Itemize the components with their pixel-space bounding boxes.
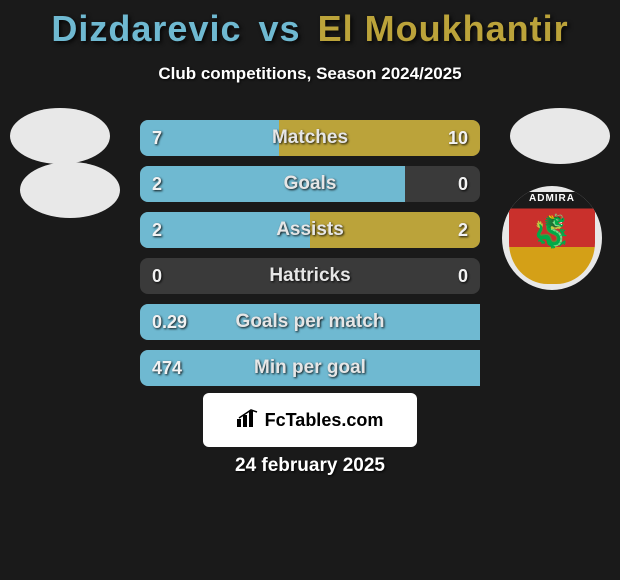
page-title: Dizdarevic vs El Moukhantir (0, 0, 620, 50)
chart-icon (237, 409, 259, 432)
bar-row: 00Hattricks (140, 258, 480, 294)
comparison-bars: 710Matches 20Goals 22Assists 00Hattricks 0.2… (140, 120, 480, 396)
player-right-avatar (510, 108, 610, 164)
bar-label: Goals per match (140, 304, 480, 340)
bar-label: Assists (140, 212, 480, 248)
bar-row: 710Matches (140, 120, 480, 156)
bar-label: Hattricks (140, 258, 480, 294)
bar-label: Min per goal (140, 350, 480, 386)
title-left-name: Dizdarevic (51, 8, 241, 49)
player-left-avatar (10, 108, 110, 164)
bar-row: 22Assists (140, 212, 480, 248)
footer-brand-text: FcTables.com (265, 410, 384, 431)
player-left-club-avatar (20, 162, 120, 218)
player-right-club-crest: ADMIRA 🐉 (502, 186, 602, 290)
crest-text: ADMIRA (529, 193, 575, 204)
title-vs: vs (259, 8, 301, 49)
subtitle: Club competitions, Season 2024/2025 (0, 64, 620, 84)
crest-dragon-icon: 🐉 (532, 212, 572, 250)
bar-row: 0.29Goals per match (140, 304, 480, 340)
title-right-name: El Moukhantir (318, 8, 569, 49)
bar-label: Matches (140, 120, 480, 156)
bar-row: 474Min per goal (140, 350, 480, 386)
footer-date: 24 february 2025 (0, 455, 620, 477)
footer-brand-box: FcTables.com (203, 393, 417, 447)
bar-label: Goals (140, 166, 480, 202)
bar-row: 20Goals (140, 166, 480, 202)
